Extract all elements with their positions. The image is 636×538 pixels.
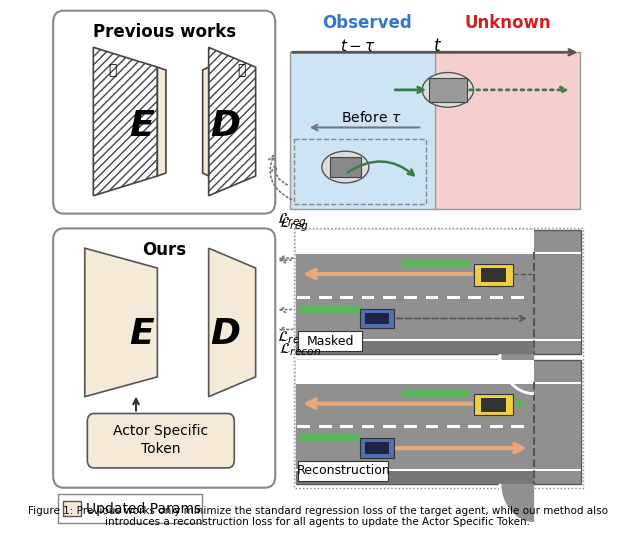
Bar [435, 52, 580, 209]
Bar [447, 296, 460, 299]
Polygon shape [85, 248, 157, 397]
Bar [362, 426, 375, 428]
Bar [490, 426, 502, 428]
Bar [319, 426, 331, 428]
Bar [360, 438, 394, 458]
Text: E: E [130, 317, 155, 351]
Bar [360, 309, 394, 328]
Bar [298, 426, 310, 428]
Text: Observed: Observed [322, 13, 411, 32]
Text: D: D [211, 317, 241, 351]
Bar [383, 296, 396, 299]
Bar [296, 339, 581, 341]
Text: 🔒: 🔒 [237, 63, 245, 77]
FancyBboxPatch shape [87, 414, 234, 468]
Bar [298, 296, 310, 299]
Bar [402, 390, 470, 398]
Bar [383, 426, 396, 428]
Bar [474, 264, 513, 286]
Text: E: E [130, 110, 155, 144]
Bar [340, 296, 353, 299]
Text: Unknown: Unknown [464, 13, 551, 32]
Bar [296, 382, 581, 471]
Bar [340, 426, 353, 428]
Text: Token: Token [141, 442, 181, 456]
Bar [294, 229, 583, 488]
Text: Actor Specific: Actor Specific [113, 424, 209, 438]
Bar [296, 252, 581, 254]
Bar [296, 341, 534, 354]
Text: $\mathcal{L}_{recon}$: $\mathcal{L}_{recon}$ [279, 341, 321, 358]
Bar [330, 157, 361, 177]
Bar [300, 305, 360, 313]
Bar [64, 500, 81, 516]
Bar [404, 426, 417, 428]
Bar [296, 230, 581, 354]
Bar [425, 426, 438, 428]
Bar [468, 296, 481, 299]
Bar [296, 230, 534, 252]
FancyBboxPatch shape [53, 229, 275, 488]
Bar [481, 398, 506, 412]
Bar [490, 296, 502, 299]
Bar [425, 296, 438, 299]
Bar [365, 313, 389, 324]
Bar [298, 461, 388, 481]
Bar [511, 296, 524, 299]
Bar [511, 426, 524, 428]
Bar [296, 471, 534, 484]
Bar [296, 469, 581, 471]
Bar [429, 78, 467, 102]
Bar [474, 394, 513, 415]
Bar [362, 296, 375, 299]
Bar [290, 52, 435, 209]
Bar [296, 360, 534, 382]
Text: D: D [211, 110, 241, 144]
Bar [296, 360, 581, 484]
Polygon shape [93, 47, 157, 196]
Text: Reconstruction: Reconstruction [296, 464, 390, 477]
Bar [294, 139, 427, 204]
Bar [481, 268, 506, 282]
Bar [296, 382, 581, 384]
Text: Before $\tau$: Before $\tau$ [341, 110, 401, 125]
Polygon shape [209, 248, 256, 397]
Wedge shape [500, 484, 534, 523]
Text: Masked: Masked [307, 335, 354, 348]
Bar [402, 260, 470, 268]
Text: $t-\tau$: $t-\tau$ [340, 38, 376, 54]
Text: Figure 1: Previous works only minimize the standard regression loss of the targe: Figure 1: Previous works only minimize t… [28, 506, 608, 527]
Wedge shape [500, 354, 534, 394]
Bar [300, 434, 360, 442]
Text: $\mathcal{L}_{reg}$: $\mathcal{L}_{reg}$ [277, 211, 307, 230]
Bar [296, 252, 581, 341]
Polygon shape [209, 47, 256, 196]
Bar [298, 331, 363, 351]
Bar [319, 296, 331, 299]
Polygon shape [203, 67, 209, 176]
Text: Ours: Ours [142, 241, 186, 259]
Bar [468, 426, 481, 428]
Bar [59, 494, 202, 523]
Bar [404, 296, 417, 299]
Polygon shape [157, 67, 166, 176]
Ellipse shape [322, 151, 369, 183]
Text: 🔒: 🔒 [109, 63, 117, 77]
Text: Previous works: Previous works [93, 24, 236, 41]
Text: $t$: $t$ [433, 37, 442, 55]
Text: $\mathcal{L}_{reg}$: $\mathcal{L}_{reg}$ [279, 215, 308, 234]
Text: $\mathcal{L}_{recon}$: $\mathcal{L}_{recon}$ [277, 329, 319, 345]
Text: Updated Params: Updated Params [86, 501, 201, 515]
Bar [365, 442, 389, 454]
Ellipse shape [422, 73, 473, 107]
FancyBboxPatch shape [53, 11, 275, 214]
Bar [290, 52, 580, 209]
Bar [447, 426, 460, 428]
